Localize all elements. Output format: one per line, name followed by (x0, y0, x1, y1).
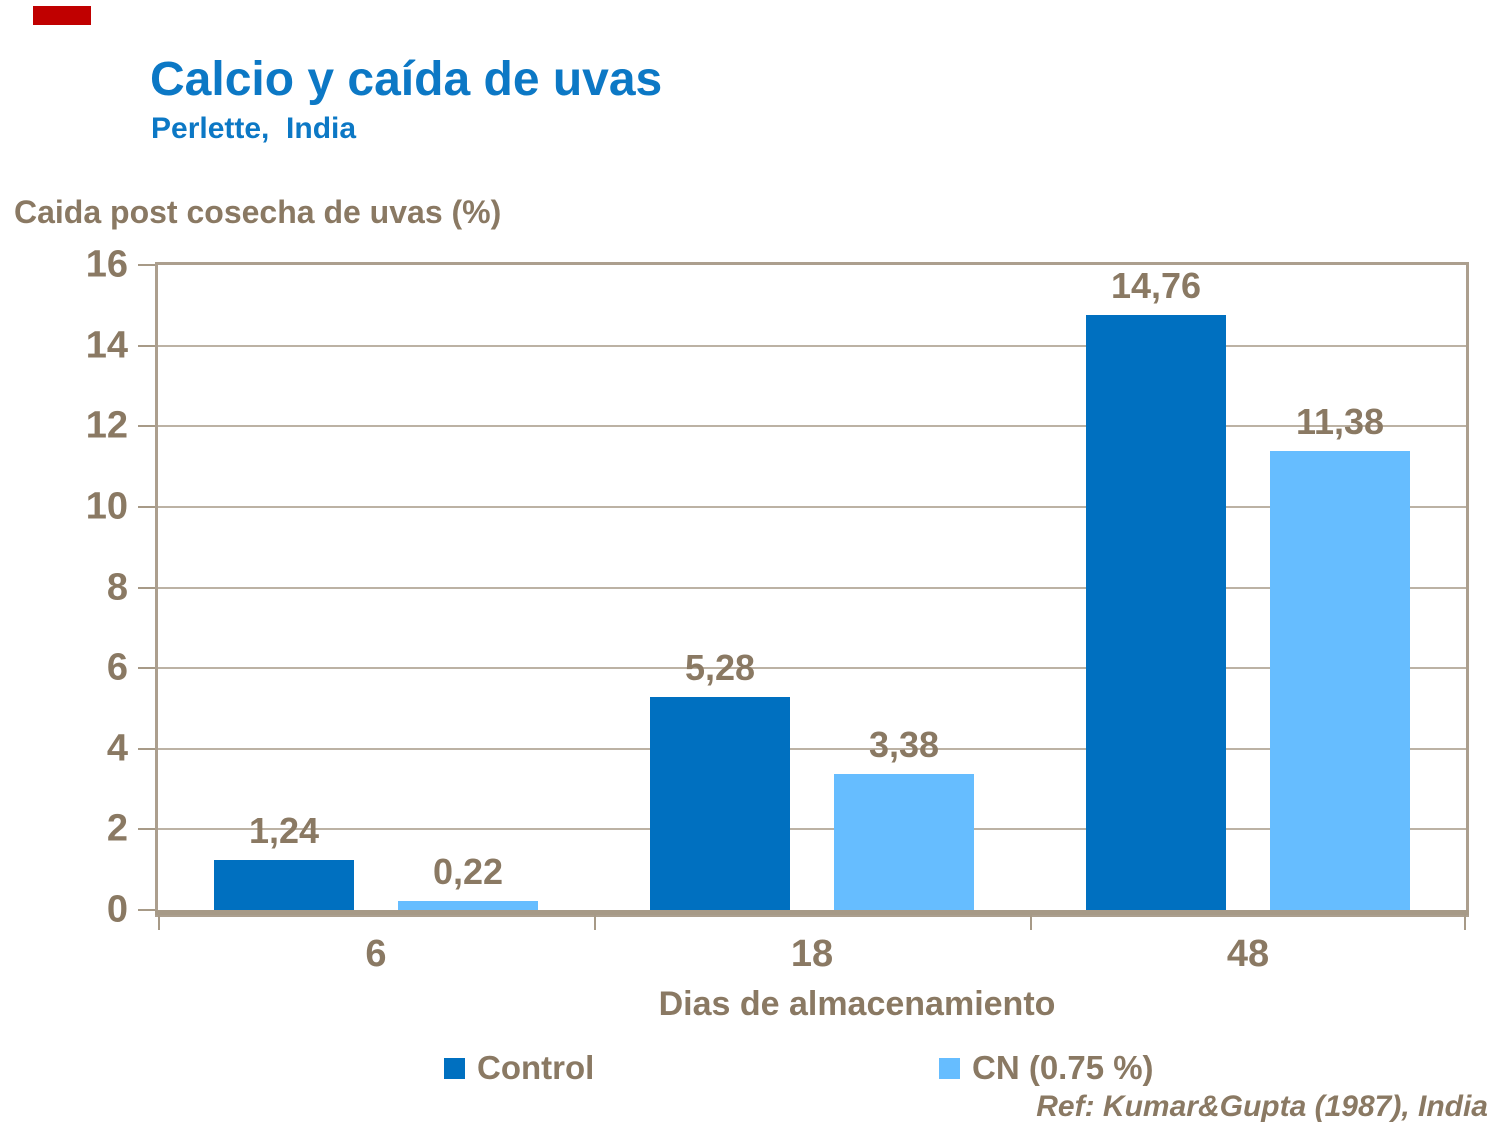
gridline (158, 667, 1466, 670)
y-axis-tick (138, 828, 155, 831)
y-tick-label: 12 (85, 404, 128, 447)
legend-item-cn: CN (0.75 %) (939, 1049, 1154, 1087)
gridline (158, 344, 1466, 347)
x-tick-label: 6 (365, 933, 387, 975)
x-tick-label: 48 (1226, 933, 1270, 975)
chart-subtitle: Perlette, India (151, 112, 357, 145)
legend-label-cn: CN (0.75 %) (972, 1049, 1154, 1086)
gridline (158, 586, 1466, 589)
gridline (158, 828, 1466, 831)
y-axis-tick (138, 344, 155, 347)
x-axis-labels: 6 18 48 (158, 933, 1466, 977)
bar-cn-18 (834, 773, 974, 910)
gridline (158, 747, 1466, 750)
x-axis-tick (158, 914, 160, 930)
legend-swatch-control (444, 1057, 465, 1079)
bar-cn-6 (398, 901, 538, 910)
bar-control-48 (1086, 315, 1226, 910)
y-tick-label: 2 (106, 807, 128, 850)
gridline (158, 425, 1466, 428)
y-tick-label: 14 (85, 324, 128, 367)
x-tick-label: 18 (790, 933, 834, 975)
y-axis-tick (138, 909, 155, 911)
chart-title: Calcio y caída de uvas (150, 53, 663, 106)
legend-swatch-cn (939, 1057, 960, 1079)
legend: Control CN (0.75 %) (0, 1049, 1499, 1089)
y-axis-labels: 0 2 4 6 8 10 12 14 16 (0, 244, 128, 931)
red-corner-mark (33, 6, 91, 25)
y-tick-label: 16 (85, 243, 128, 286)
x-axis-tick (594, 914, 596, 930)
bar-control-6 (214, 860, 354, 910)
y-tick-label: 10 (85, 485, 128, 528)
y-axis-tick (138, 264, 155, 266)
bar-value-label: 0,22 (432, 851, 504, 893)
legend-item-control: Control (444, 1049, 594, 1087)
y-tick-label: 4 (106, 727, 128, 770)
y-axis-tick (138, 425, 155, 428)
bar-value-label: 11,38 (1295, 401, 1385, 443)
y-tick-label: 0 (106, 888, 128, 931)
x-axis-title: Dias de almacenamiento (658, 985, 1056, 1023)
y-axis-tick (138, 505, 155, 508)
y-axis-tick (138, 667, 155, 670)
bar-control-18 (650, 697, 790, 910)
legend-label-control: Control (477, 1049, 595, 1086)
gridline (158, 505, 1466, 508)
plot-area: 1,24 0,22 5,28 3,38 14,76 11,38 (138, 262, 1469, 930)
y-axis-title: Caida post cosecha de uvas (%) (14, 194, 502, 230)
x-axis-line (155, 910, 1469, 915)
bar-value-label: 14,76 (1110, 265, 1202, 306)
bar-value-label: 3,38 (868, 723, 940, 765)
x-axis-tick (1030, 914, 1032, 930)
reference-text: Ref: Kumar&Gupta (1987), India (1036, 1090, 1488, 1123)
y-tick-label: 6 (106, 646, 128, 689)
bar-cn-48 (1270, 451, 1410, 910)
bar-value-label: 5,28 (684, 647, 756, 689)
y-axis-tick (138, 586, 155, 589)
bar-value-label: 1,24 (248, 810, 320, 852)
y-axis-tick (138, 747, 155, 750)
y-tick-label: 8 (106, 566, 128, 608)
x-axis-tick (1464, 914, 1466, 930)
